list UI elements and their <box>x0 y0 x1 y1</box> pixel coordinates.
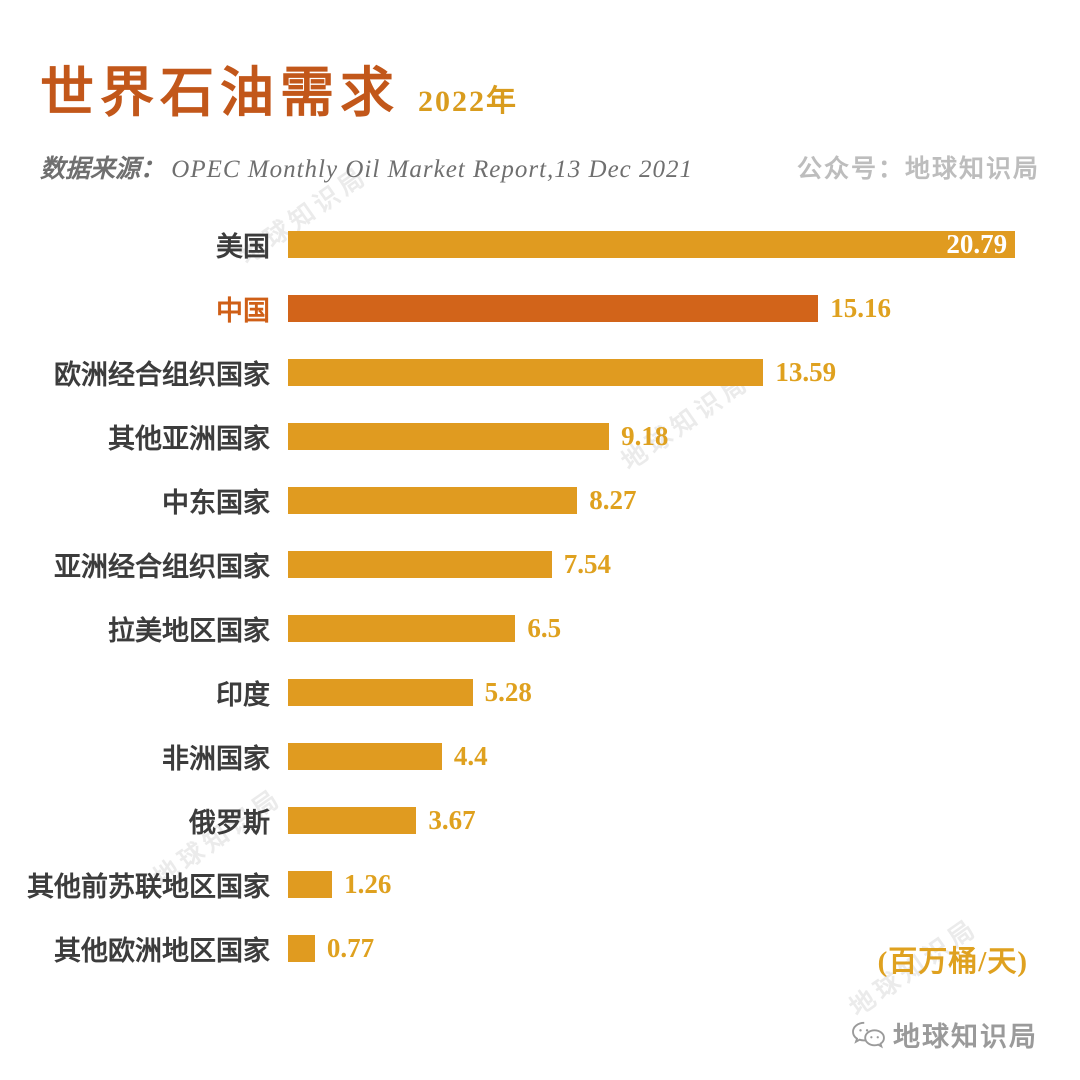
value-label: 13.59 <box>775 356 837 387</box>
bar-chart: 美国 20.79 中国 15.16 欧洲经合组织国家 13.59 其他亚洲国家 9.18 中东国… <box>20 212 1040 980</box>
bar-row: 印度 5.28 <box>20 660 1040 724</box>
bar-track: 13.59 <box>288 356 1040 387</box>
bar-track: 7.54 <box>288 548 1040 579</box>
bar <box>288 422 610 450</box>
category-label: 欧洲经合组织国家 <box>54 359 270 390</box>
unit-label: (百万桶/天) <box>877 946 1028 978</box>
value-label: 4.4 <box>453 740 488 771</box>
bar-track: 0.77 <box>288 932 1040 963</box>
bar-row: 中东国家 8.27 <box>20 468 1040 532</box>
category-label: 中东国家 <box>162 487 270 518</box>
bar-track: 1.26 <box>288 868 1040 899</box>
category-label: 其他欧洲地区国家 <box>54 935 270 966</box>
bar-track: 20.79 <box>288 228 1040 259</box>
bar-track: 5.28 <box>288 676 1040 707</box>
value-label: 8.27 <box>589 484 637 515</box>
bar: 20.79 <box>288 228 1016 259</box>
value-label: 9.18 <box>621 420 669 451</box>
category-label: 亚洲经合组织国家 <box>54 551 270 582</box>
category-label: 中国 <box>216 295 270 326</box>
bar-row: 俄罗斯 3.67 <box>20 788 1040 852</box>
bar <box>288 806 417 834</box>
bar-track: 6.5 <box>288 612 1040 643</box>
bar-row: 拉美地区国家 6.5 <box>20 596 1040 660</box>
bar-row: 美国 20.79 <box>20 212 1040 276</box>
bar-row: 其他亚洲国家 9.18 <box>20 404 1040 468</box>
category-label: 其他前苏联地区国家 <box>27 871 270 902</box>
bar-row: 欧洲经合组织国家 13.59 <box>20 340 1040 404</box>
account-label: 公众号：地球知识局 <box>796 156 1040 183</box>
category-label: 其他亚洲国家 <box>108 423 270 454</box>
bar-row: 亚洲经合组织国家 7.54 <box>20 532 1040 596</box>
bar-row: 其他欧洲地区国家 0.77 <box>20 916 1040 980</box>
bar <box>288 550 552 578</box>
category-label: 印度 <box>216 679 270 710</box>
category-label: 非洲国家 <box>162 743 270 774</box>
value-label: 3.67 <box>428 804 476 835</box>
value-label: 5.28 <box>484 676 532 707</box>
value-label: 20.79 <box>946 228 1008 259</box>
data-source: 数据来源： OPEC Monthly Oil Market Report,13 … <box>40 149 693 185</box>
category-label: 俄罗斯 <box>189 807 270 838</box>
bar-track: 8.27 <box>288 484 1040 515</box>
bar <box>288 870 333 898</box>
value-label: 7.54 <box>563 548 611 579</box>
bar-track: 15.16 <box>288 292 1040 323</box>
value-label: 1.26 <box>344 868 392 899</box>
data-source-text: OPEC Monthly Oil Market Report,13 Dec 20… <box>171 156 694 183</box>
bar-row: 非洲国家 4.4 <box>20 724 1040 788</box>
value-label: 15.16 <box>830 292 891 323</box>
data-source-label: 数据来源： <box>40 156 166 183</box>
bar <box>288 486 578 514</box>
year-subtitle: 2022年 <box>418 85 518 118</box>
footer-brand-text: 地球知识局 <box>893 1022 1038 1052</box>
header: 世界石油需求 2022年 数据来源： OPEC Monthly Oil Mark… <box>40 48 1040 185</box>
title-line: 世界石油需求 2022年 <box>40 48 1040 127</box>
bar-track: 9.18 <box>288 420 1040 451</box>
value-label: 0.77 <box>326 932 375 963</box>
category-label: 美国 <box>216 231 270 262</box>
bar-track: 3.67 <box>288 804 1040 835</box>
source-line: 数据来源： OPEC Monthly Oil Market Report,13 … <box>40 149 1040 185</box>
bar <box>288 742 442 770</box>
bar <box>288 358 764 386</box>
bar <box>288 934 315 962</box>
bar <box>288 294 819 322</box>
bar-row: 中国 15.16 <box>20 276 1040 340</box>
wechat-icon <box>852 1021 885 1048</box>
bar <box>288 678 473 706</box>
category-label: 拉美地区国家 <box>108 615 270 646</box>
value-label: 6.5 <box>527 612 562 643</box>
bar-track: 4.4 <box>288 740 1040 771</box>
bar-row: 其他前苏联地区国家 1.26 <box>20 852 1040 916</box>
footer-brand: 地球知识局 <box>851 1015 1038 1054</box>
page-title: 世界石油需求 <box>40 63 400 123</box>
bar <box>288 614 516 642</box>
